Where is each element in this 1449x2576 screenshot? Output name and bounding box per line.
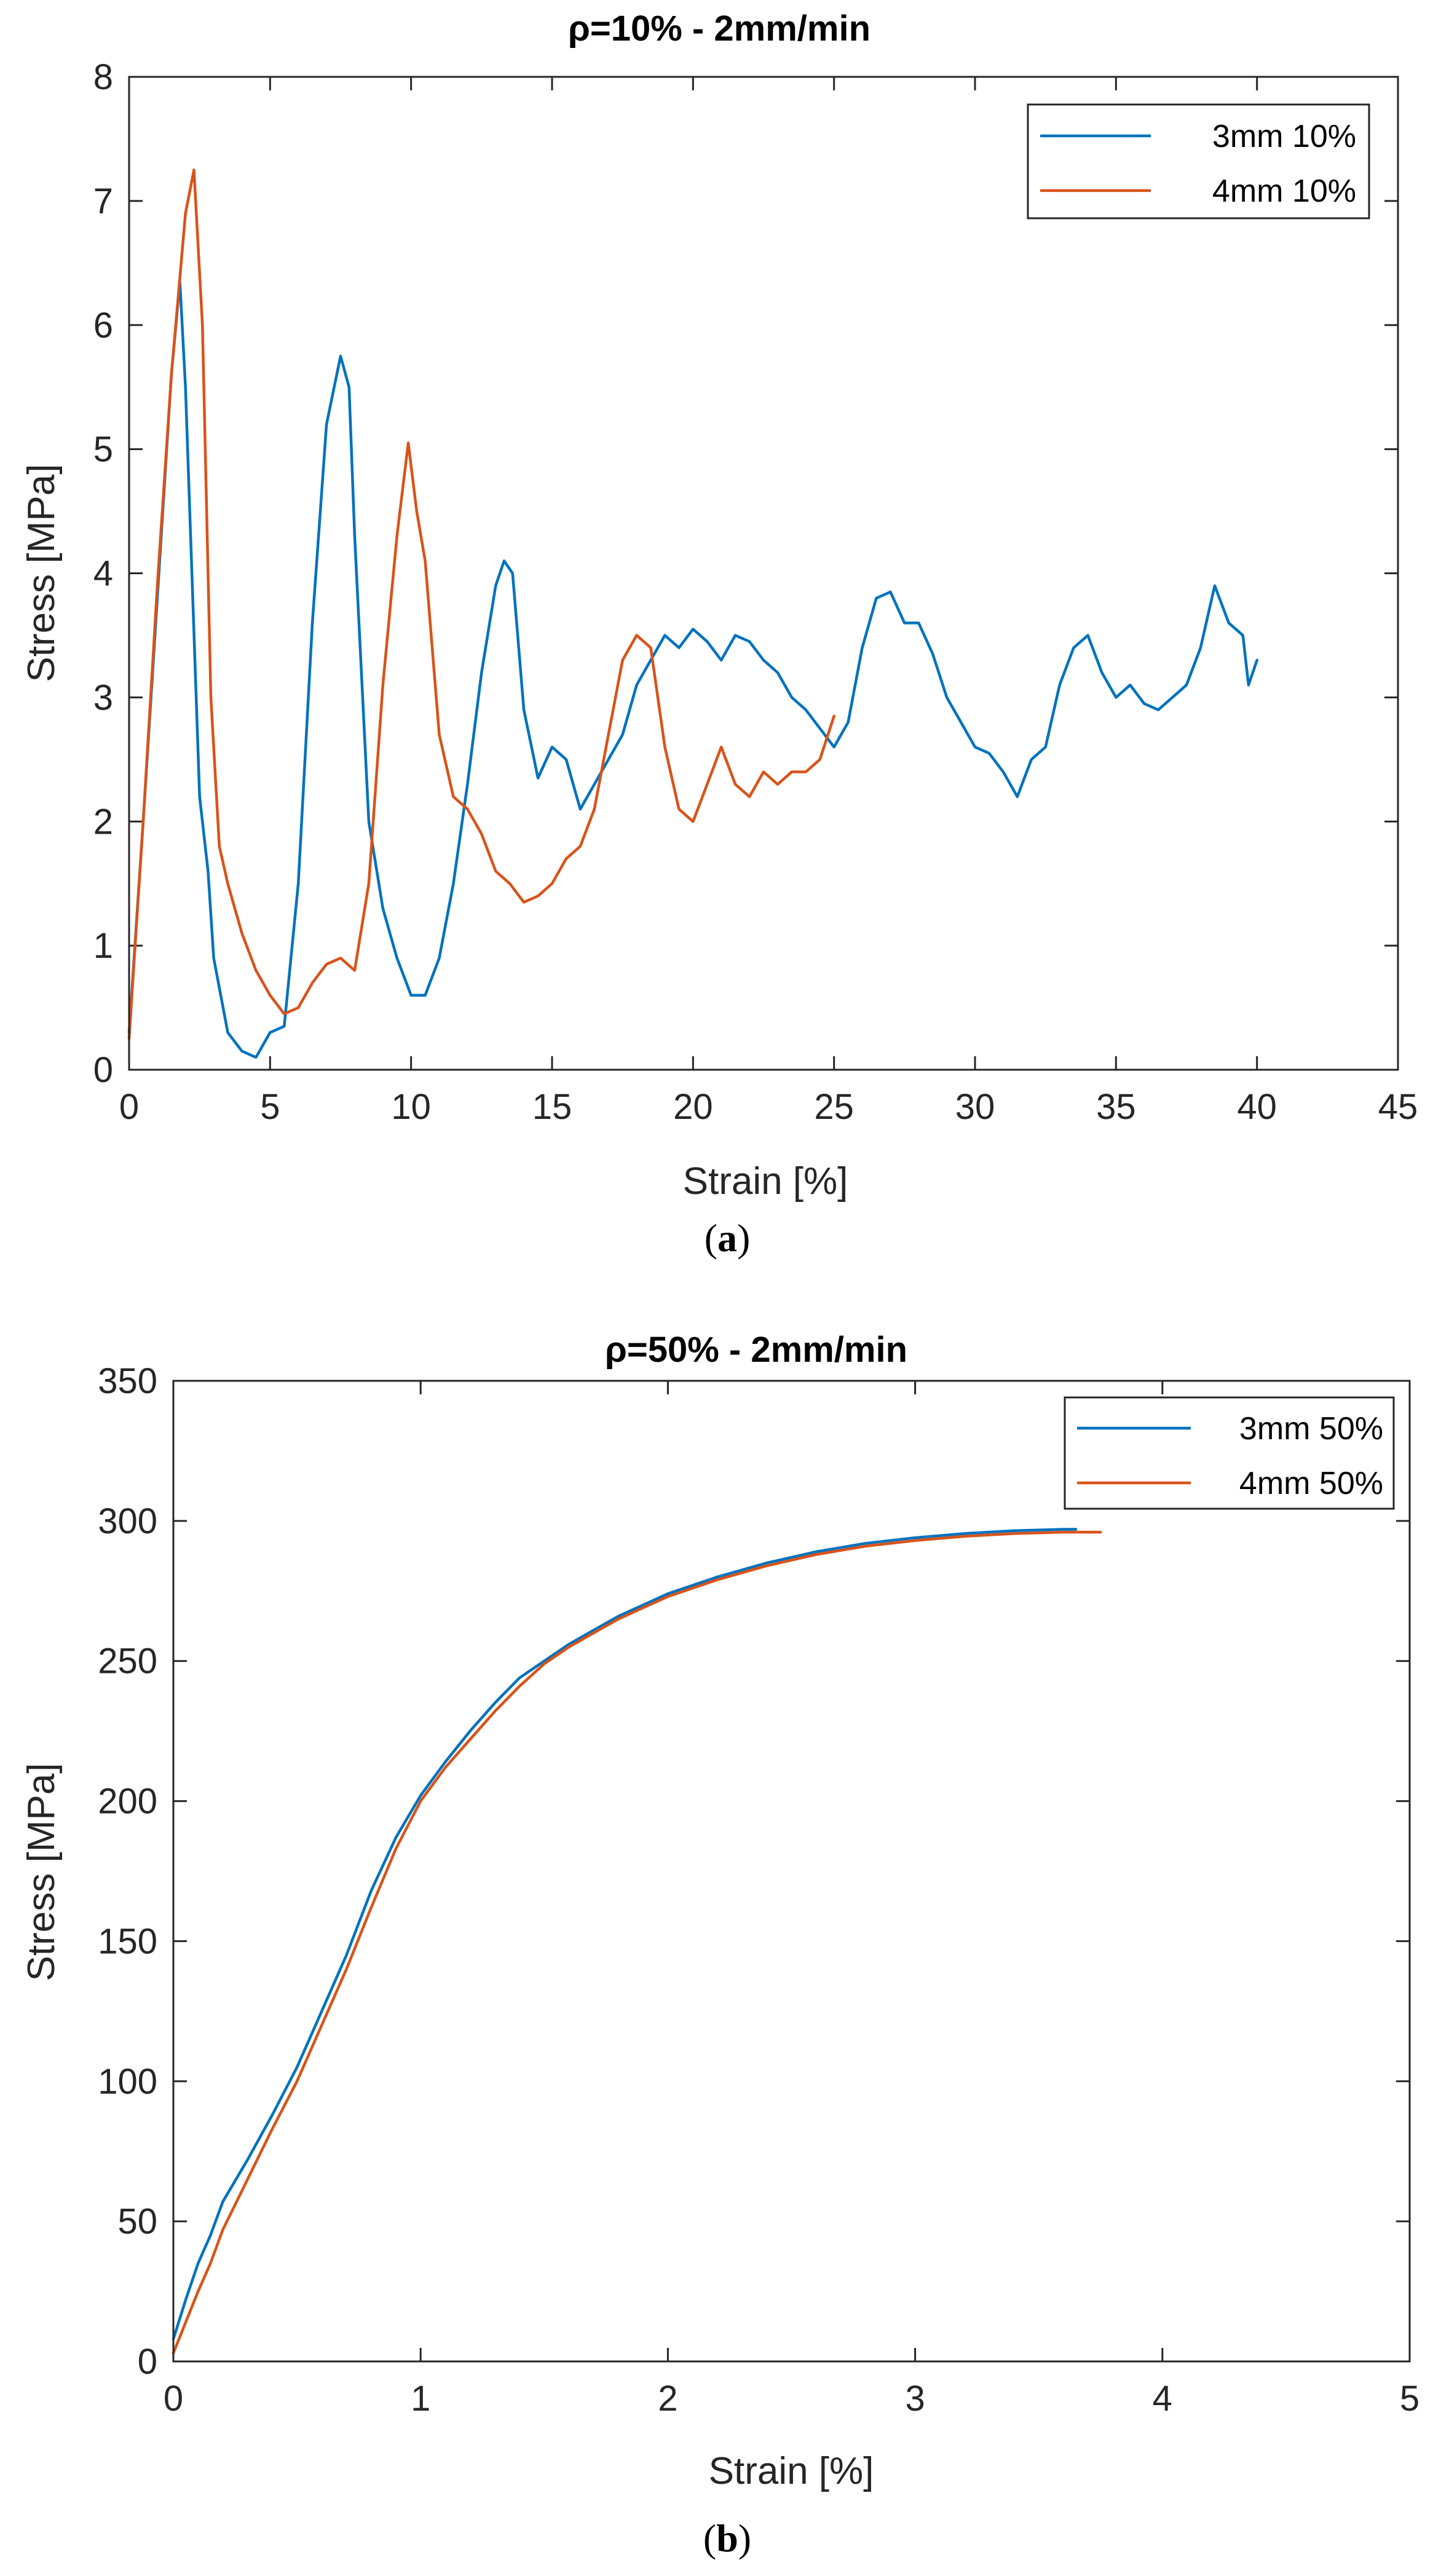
chart-a-xtick-label-6: 30: [955, 1087, 995, 1127]
chart-a-ytick-label-0: 0: [93, 1050, 113, 1090]
chart-a-xtick-label-0: 0: [119, 1087, 139, 1127]
chart-b-legend-box: [1064, 1396, 1395, 1510]
chart-b-title: ρ=50% - 2mm/min: [605, 1330, 907, 1370]
chart-b-xtick-label-2: 2: [658, 2379, 677, 2419]
chart-b-legend-label-3mm: 3mm 50%: [1239, 1411, 1383, 1447]
chart-b-ytick-label-5: 250: [98, 1642, 157, 1681]
chart-b-ylabel: Stress [MPa]: [20, 1763, 63, 1981]
chart-a-ytick-label-6: 6: [93, 306, 113, 346]
chart-a-xlabel: Strain [%]: [683, 1160, 848, 1203]
chart-panel-b: ρ=50% - 2mm/min 0 1 2 3 4 5050100150200250300…: [20, 1330, 1419, 2560]
chart-a-xtick-label-5: 25: [814, 1087, 854, 1127]
chart-b-xtick-label-1: 1: [411, 2379, 430, 2419]
chart-b-xtick-label-5: 5: [1400, 2379, 1419, 2419]
svg-text:(b): (b): [703, 2516, 751, 2560]
chart-b-xtick-label-3: 3: [905, 2379, 925, 2419]
chart-a-xtick-label-9: 45: [1378, 1087, 1418, 1127]
chart-a-title: ρ=10% - 2mm/min: [568, 9, 871, 49]
chart-a-xtick-label-2: 10: [391, 1087, 431, 1127]
chart-b-xtick-label-0: 0: [164, 2379, 183, 2419]
chart-b-ytick-label-0: 0: [138, 2342, 157, 2382]
chart-a-ytick-label-4: 4: [93, 554, 113, 594]
chart-a-ytick-label-7: 7: [93, 181, 113, 221]
chart-a-xtick-label-3: 15: [532, 1087, 572, 1127]
chart-a-legend-box: [1027, 103, 1370, 219]
chart-b-legend: 3mm 50% 4mm 50%: [1064, 1396, 1395, 1510]
caption-b-letter: b: [716, 2516, 738, 2560]
chart-b-series-3mm: [172, 1528, 1078, 2341]
chart-b-ytick-label-1: 50: [117, 2202, 157, 2242]
chart-a-xtick-label-1: 5: [260, 1087, 280, 1127]
chart-a-ytick-label-3: 3: [93, 678, 113, 717]
chart-b-axes-frame: [172, 1380, 1411, 2363]
chart-b-legend-label-4mm: 4mm 50%: [1239, 1466, 1383, 1501]
chart-a-ytick-label-2: 2: [93, 802, 113, 842]
svg-text:(a): (a): [705, 1216, 751, 1260]
chart-b-series: [172, 1528, 1102, 2355]
chart-panel-a: ρ=10% - 2mm/min 0 5 10 15 20 25 30 35 40 45012345…: [0, 0, 1449, 1279]
chart-a-legend-label-3mm: 3mm 10%: [1212, 119, 1356, 154]
chart-b-series-4mm: [172, 1530, 1102, 2355]
chart-a-xtick-label-4: 20: [673, 1087, 713, 1127]
chart-a-ytick-label-1: 1: [93, 926, 113, 966]
chart-a-legend-label-4mm: 4mm 10%: [1212, 173, 1356, 209]
chart-a-axes-frame: [128, 76, 1399, 1071]
chart-b-ytick-label-4: 200: [98, 1782, 157, 1822]
chart-b-ytick-label-2: 100: [98, 2061, 157, 2101]
chart-b-ytick-label-6: 300: [98, 1501, 157, 1541]
chart-a-ytick-label-8: 8: [93, 57, 113, 97]
caption-a: (a): [705, 1216, 751, 1260]
chart-a-ytick-label-5: 5: [93, 430, 113, 470]
caption-a-letter: a: [717, 1216, 737, 1260]
chart-b-ytick-label-7: 350: [98, 1361, 157, 1401]
chart-a-ylabel: Stress [MPa]: [20, 464, 63, 682]
chart-b-ytick-label-3: 150: [98, 1921, 157, 1961]
chart-a-series-3mm: [127, 280, 1258, 1059]
chart-a-series: [127, 168, 1258, 1059]
chart-a-xtick-label-8: 40: [1237, 1087, 1277, 1127]
chart-b-xtick-label-4: 4: [1153, 2379, 1172, 2419]
caption-b: (b): [703, 2516, 751, 2560]
chart-a-xtick-label-7: 35: [1096, 1087, 1136, 1127]
chart-a-legend: 3mm 10% 4mm 10%: [1027, 103, 1370, 219]
chart-a-series-4mm: [127, 168, 835, 1040]
chart-b-xlabel: Strain [%]: [709, 2450, 874, 2492]
